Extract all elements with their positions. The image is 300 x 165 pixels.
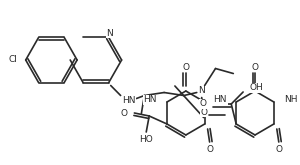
Text: NH: NH [284, 96, 297, 104]
Text: NH: NH [214, 96, 228, 104]
Text: O: O [182, 63, 189, 71]
Text: Cl: Cl [9, 55, 18, 65]
Text: O: O [200, 108, 207, 117]
Text: HN: HN [144, 96, 157, 104]
Text: O: O [251, 63, 259, 71]
Text: O: O [275, 145, 282, 153]
Text: O: O [200, 99, 206, 109]
Text: N: N [198, 86, 205, 95]
Text: O: O [121, 109, 128, 117]
Text: HN: HN [122, 96, 135, 105]
Text: N: N [106, 29, 113, 38]
Text: HO: HO [140, 134, 153, 144]
Text: OH: OH [249, 83, 263, 93]
Text: O: O [206, 145, 213, 153]
Text: HN: HN [213, 96, 226, 104]
